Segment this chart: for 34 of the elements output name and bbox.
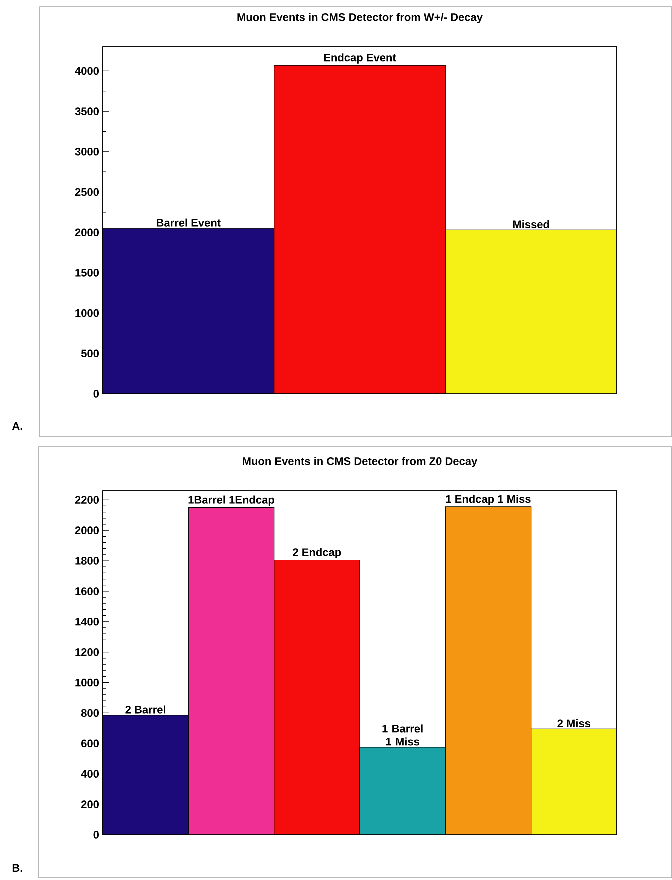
y-tick-label: 3000 bbox=[75, 148, 99, 156]
category-label: Endcap Event bbox=[324, 54, 396, 64]
chart-title: Muon Events in CMS Detector from Z0 Decay bbox=[242, 457, 478, 468]
y-tick-label: 200 bbox=[81, 800, 99, 808]
y-tick-label: 1600 bbox=[76, 588, 99, 596]
y-tick-label: 4000 bbox=[74, 67, 99, 76]
y-tick-label: 400 bbox=[81, 770, 99, 778]
category-label: 1 Barrel 1 Miss bbox=[382, 724, 423, 746]
y-tick-label: 2000 bbox=[75, 526, 99, 534]
category-label: Missed bbox=[513, 220, 550, 228]
y-tick-label: 500 bbox=[81, 350, 99, 358]
y-tick-label: 2000 bbox=[75, 228, 99, 236]
y-tick-label: 2200 bbox=[75, 496, 99, 504]
chart-title: Muon Events in CMS Detector from W+/- Decay bbox=[238, 13, 483, 24]
category-label: 1 Endcap 1 Miss bbox=[446, 495, 531, 506]
y-tick-label: 2500 bbox=[75, 188, 99, 196]
y-tick-label: 0 bbox=[94, 390, 99, 398]
category-label: 2 Barrel bbox=[126, 706, 166, 714]
y-tick-label: 0 bbox=[94, 831, 99, 839]
category-label: 1Barrel 1Endcap bbox=[188, 496, 274, 506]
y-tick-label: 1800 bbox=[76, 557, 99, 565]
y-tick-label: 1400 bbox=[76, 618, 99, 626]
category-label: 2 Endcap bbox=[292, 548, 341, 559]
text: A. bbox=[12, 422, 22, 430]
text: B. bbox=[12, 864, 22, 872]
y-tick-label: 1000 bbox=[76, 678, 99, 687]
y-tick-label: 1500 bbox=[76, 269, 99, 277]
y-tick-label: 1000 bbox=[76, 309, 99, 318]
y-tick-label: 3500 bbox=[75, 108, 99, 116]
y-tick-label: 600 bbox=[81, 740, 99, 748]
category-label: 2 Miss bbox=[558, 719, 590, 728]
y-tick-label: 800 bbox=[81, 709, 99, 718]
category-label: Barrel Event bbox=[156, 218, 221, 227]
y-tick-label: 1200 bbox=[76, 648, 99, 656]
